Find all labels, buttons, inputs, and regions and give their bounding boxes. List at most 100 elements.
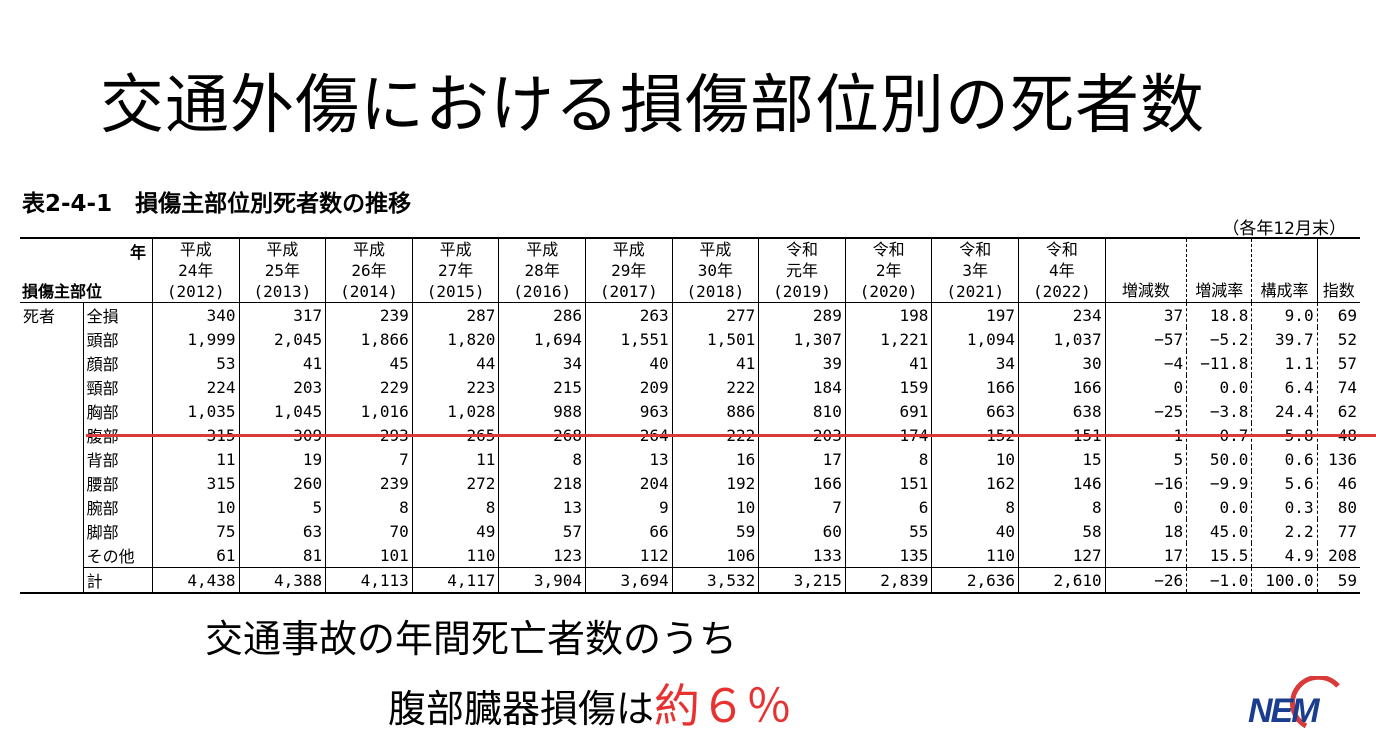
- year-value-cell: 10: [672, 495, 760, 519]
- composition-rate-cell: 9.0: [1251, 302, 1318, 327]
- year-value-cell: 162: [931, 471, 1020, 495]
- change-count-cell: −26: [1105, 567, 1188, 593]
- year-value-cell: 2,610: [1018, 567, 1106, 593]
- year-value-cell: 112: [585, 543, 673, 568]
- category-cell: 死者: [23, 307, 56, 326]
- injury-site-cell: 胸部: [82, 399, 153, 423]
- year-value-cell: 49: [412, 519, 500, 543]
- year-header: 令和 3年 (2021): [931, 238, 1019, 303]
- injury-site-cell: その他: [82, 543, 153, 568]
- table-row: その他 61 81 101 110 123 112 106 133 135 110 127 17 15.5…: [20, 543, 1360, 568]
- year-value-cell: 146: [1018, 471, 1106, 495]
- year-value-cell: 963: [585, 399, 673, 423]
- change-count-cell: −4: [1105, 351, 1188, 375]
- category-cell: [20, 447, 83, 471]
- injury-site-cell: 腕部: [82, 495, 153, 519]
- year-value-cell: 53: [152, 351, 240, 375]
- category-cell: [20, 543, 83, 568]
- index-cell: 59: [1317, 567, 1360, 593]
- total-row: 計 4,438 4,388 4,113 4,117 3,904 3,694 3,532 3,21…: [20, 567, 1360, 593]
- year-value-cell: 58: [1018, 519, 1106, 543]
- year-value-cell: 1,866: [325, 327, 413, 351]
- category-cell: [20, 327, 83, 351]
- injury-site-cell: 顔部: [82, 351, 153, 375]
- year-value-cell: 15: [1018, 447, 1106, 471]
- year-value-cell: 234: [1018, 302, 1106, 327]
- index-cell: 77: [1337, 521, 1357, 541]
- table-body: 死者 全損 340 317 239 287 286 263 277 289 198 197 234 37 1…: [20, 302, 1360, 593]
- change-rate-cell: −3.8: [1186, 399, 1253, 423]
- year-value-cell: 197: [931, 302, 1020, 327]
- year-value-cell: 287: [412, 302, 500, 327]
- year-value-cell: 2,045: [239, 327, 327, 351]
- composition-rate-cell: 100.0: [1251, 567, 1318, 593]
- year-value-cell: 317: [239, 302, 327, 327]
- year-value-cell: 3,694: [585, 567, 673, 593]
- index-cell: 52: [1337, 329, 1357, 349]
- logo-text: NEM: [1248, 692, 1320, 730]
- year-value-cell: 1,037: [1018, 327, 1106, 351]
- table-caption: 表2-4-1 損傷主部位別死者数の推移: [22, 191, 412, 217]
- year-value-cell: 8: [931, 495, 1020, 519]
- logo-arc: [1290, 676, 1340, 729]
- index-cell: 74: [1337, 377, 1357, 397]
- index-cell: 208: [1328, 545, 1357, 565]
- index-cell: 69: [1337, 305, 1357, 325]
- year-value-cell: 4,117: [412, 567, 500, 593]
- change-rate-cell: 0.0: [1186, 375, 1253, 399]
- change-count-cell: 0: [1105, 375, 1188, 399]
- year-value-cell: 61: [152, 543, 240, 568]
- year-value-cell: 110: [931, 543, 1020, 568]
- year-value-cell: 663: [931, 399, 1020, 423]
- year-value-cell: 3,532: [672, 567, 760, 593]
- nem-logo: NEM: [1248, 676, 1340, 730]
- year-value-cell: 9: [585, 495, 673, 519]
- year-value-cell: 123: [498, 543, 586, 568]
- year-value-cell: 34: [931, 351, 1020, 375]
- year-value-cell: 222: [672, 375, 760, 399]
- year-value-cell: 198: [845, 302, 933, 327]
- year-value-cell: 106: [672, 543, 760, 568]
- change-rate-cell: −1.0: [1186, 567, 1253, 593]
- composition-rate-cell: 0.6: [1251, 447, 1318, 471]
- year-value-cell: 166: [758, 471, 846, 495]
- deaths-by-injury-site-table: 年 損傷主部位 平成 24年 (2012) 平成 25年 (2013) 平成 26年 (20…: [20, 237, 1360, 594]
- year-value-cell: 215: [498, 375, 586, 399]
- year-value-cell: 184: [758, 375, 846, 399]
- injury-site-cell: 頭部: [82, 327, 153, 351]
- year-header: 平成 30年 (2018): [671, 238, 759, 303]
- year-value-cell: 204: [585, 471, 673, 495]
- year-value-cell: 101: [325, 543, 413, 568]
- year-value-cell: 66: [585, 519, 673, 543]
- change-rate-cell: 50.0: [1186, 447, 1253, 471]
- year-value-cell: 81: [239, 543, 327, 568]
- year-value-cell: 1,694: [498, 327, 586, 351]
- year-value-cell: 7: [325, 447, 413, 471]
- change-rate-cell: −11.8: [1186, 351, 1253, 375]
- injury-site-cell: 背部: [82, 447, 153, 471]
- year-value-cell: 16: [672, 447, 760, 471]
- year-value-cell: 6: [845, 495, 933, 519]
- year-value-cell: 239: [325, 302, 413, 327]
- year-value-cell: 19: [239, 447, 327, 471]
- change-count-header: 増減数: [1104, 238, 1187, 303]
- injury-site-cell: 全損: [82, 302, 153, 327]
- year-value-cell: 3,215: [758, 567, 846, 593]
- composition-rate-cell: 24.4: [1251, 399, 1318, 423]
- index-cell: 136: [1328, 449, 1357, 469]
- summary-highlight: 約６％: [654, 679, 793, 733]
- year-value-cell: 223: [412, 375, 500, 399]
- year-value-cell: 7: [758, 495, 846, 519]
- year-value-cell: 133: [758, 543, 846, 568]
- year-axis-label: 年: [129, 243, 146, 262]
- year-header: 平成 28年 (2016): [498, 238, 586, 303]
- year-value-cell: 3,904: [498, 567, 586, 593]
- summary-prefix: 腹部臓器損傷は: [388, 687, 655, 731]
- year-value-cell: 1,501: [672, 327, 760, 351]
- year-value-cell: 135: [845, 543, 933, 568]
- year-header: 平成 27年 (2015): [411, 238, 499, 303]
- change-rate-header: 増減率: [1186, 238, 1252, 303]
- year-value-cell: 11: [152, 447, 240, 471]
- year-value-cell: 59: [672, 519, 760, 543]
- index-cell: 46: [1337, 473, 1357, 493]
